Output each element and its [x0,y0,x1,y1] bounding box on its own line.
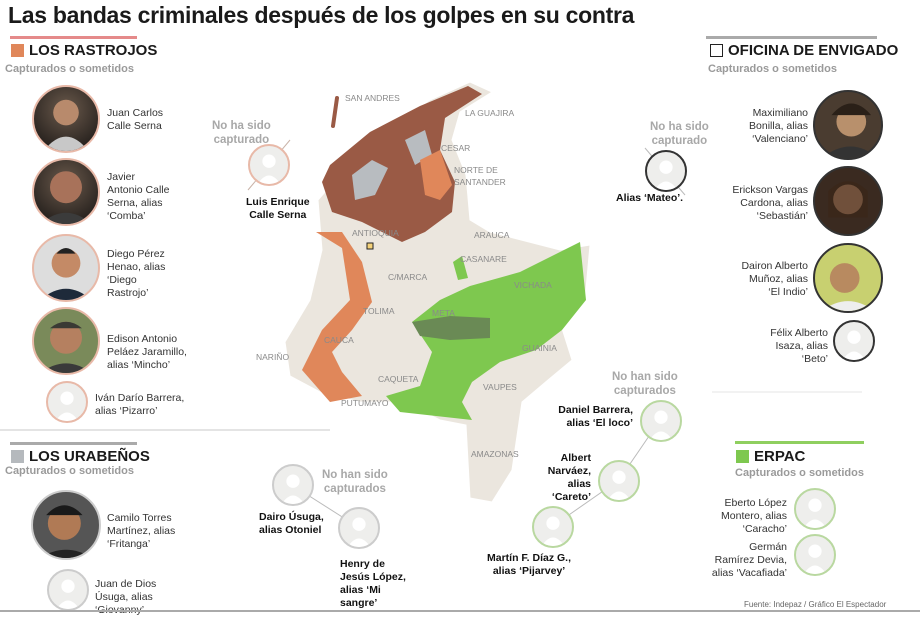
dept-label: TOLIMA [363,306,395,316]
person-name: Iván Darío Barrera, alias ‘Pizarro’ [95,392,185,417]
person-name: Daniel Barrera, alias ‘El loco’ [558,404,633,429]
map-rastrojos-dark-zone [322,86,482,242]
person-name: Juan Carlos Calle Serna [107,107,164,132]
avatar-placeholder [794,488,836,530]
person-name: Diego Pérez Henao, alias ‘Diego Rastrojo… [107,248,166,299]
avatar-placeholder [47,569,89,611]
person-name: Edison Antonio Peláez Jaramillo, alias ‘… [107,333,187,371]
dept-label: SAN ANDRES [345,93,400,103]
rastrojos-title: LOS RASTROJOS [29,42,158,59]
dept-label: VICHADA [514,280,552,290]
rastrojos-legend-swatch [11,44,24,57]
avatar-photo [813,166,883,236]
avatar-photo [813,243,883,313]
person-name: Martín F. Díaz G., alias ‘Pijarvey’ [487,552,572,577]
avatar-placeholder [338,507,380,549]
urabenos-legend-swatch [11,450,24,463]
avatar-placeholder [794,534,836,576]
person-name: Germán Ramírez Devia, alias ‘Vacafiada’ [711,541,787,579]
not-captured-label: No han sido capturados [612,371,678,397]
dept-label: VAUPES [483,382,517,392]
map-erpac-zone-2 [453,256,468,280]
avatar-placeholder [640,400,682,442]
dept-label: CAQUETA [378,374,419,384]
person-name: Eberto López Montero, alias ‘Caracho’ [721,497,787,535]
avatar-placeholder [645,150,687,192]
page-title: Las bandas criminales después de los gol… [8,2,635,28]
avatar-photo [32,234,100,302]
erpac-title: ERPAC [754,448,806,465]
map-rastrojos-zone [302,232,372,402]
dept-label: CESAR [441,143,470,153]
person-name: Félix Alberto Isaza, alias ‘Beto’ [770,327,828,365]
person-name: Dairon Alberto Muñoz, alias ‘El Indio’ [741,260,808,298]
source-note: Fuente: Indepaz / Gráfico El Espectador [744,600,887,609]
envigado-rule [706,36,877,39]
avatar-placeholder [248,144,290,186]
envigado-title: OFICINA DE ENVIGADO [728,42,899,59]
person-name: Erickson Vargas Cardona, alias ‘Sebastiá… [732,184,808,222]
person-name: Maximiliano Bonilla, alias ‘Valenciano’ [749,107,808,145]
avatar-placeholder [532,506,574,548]
avatar-photo [32,158,100,226]
dept-label: ARAUCA [474,230,510,240]
dept-label: CASANARE [460,254,507,264]
dept-label: LA GUAJIRA [465,108,514,118]
dept-label: SANTANDER [454,177,506,187]
dept-label: ANTIOQUIA [352,228,399,238]
erpac-rule [735,441,864,444]
avatar-photo [31,490,101,560]
urabenos-header: LOS URABEÑOS [11,448,150,465]
map-rastrojos-zone-2 [420,150,452,200]
dept-label: GUAINIA [522,343,557,353]
bottom-rule [0,610,920,612]
person-name: Javier Antonio Calle Serna, alias ‘Comba… [107,171,170,222]
person-name: Henry de Jesús López, alias ‘Mi sangre’ [340,558,406,609]
dept-label: C/MARCA [388,272,428,282]
avatar-placeholder [272,464,314,506]
avatar-photo [32,307,100,375]
not-captured-label: No ha sido capturado [650,121,709,147]
dept-label: PUTUMAYO [341,398,389,408]
envigado-header: OFICINA DE ENVIGADO [710,42,898,59]
avatar-photo [32,85,100,153]
person-name: Dairo Úsuga, alias Otoniel [259,511,324,536]
avatar-placeholder [598,460,640,502]
dept-label: AMAZONAS [471,449,519,459]
map-urabenos-zone-2 [352,160,388,200]
map-erpac-zone-dark [412,316,490,340]
person-name: Alias ‘Mateo’. [616,192,684,204]
avatar-photo [813,90,883,160]
rastrojos-header: LOS RASTROJOS [11,42,157,59]
dept-label: NORTE DE [454,165,498,175]
not-captured-label: No han sido capturados [322,469,388,495]
rastrojos-subtitle: Capturados o sometidos [5,63,134,75]
person-name: Camilo Torres Martínez, alias ‘Fritanga’ [107,512,176,550]
map-envigado-marker [366,242,374,250]
map-urabenos-zone-3 [405,130,432,165]
urabenos-subtitle: Capturados o sometidos [5,465,134,477]
urabenos-title: LOS URABEÑOS [29,448,150,465]
envigado-legend-swatch [710,44,723,57]
urabenos-rule [10,442,137,445]
person-name: Albert Narváez, alias ‘Careto’ [547,452,591,503]
envigado-subtitle: Capturados o sometidos [708,63,837,75]
person-name: Luis Enrique Calle Serna [246,196,310,221]
avatar-placeholder [46,381,88,423]
erpac-header: ERPAC [736,448,805,465]
avatar-placeholder [833,320,875,362]
rastrojos-rule [10,36,137,39]
erpac-subtitle: Capturados o sometidos [735,467,864,479]
erpac-legend-swatch [736,450,749,463]
dept-label: NARIÑO [256,352,289,362]
map-san-andres [331,96,339,128]
dept-label: META [432,308,455,318]
not-captured-label: No ha sido capturado [212,120,271,146]
dept-label: CAUCA [324,335,354,345]
